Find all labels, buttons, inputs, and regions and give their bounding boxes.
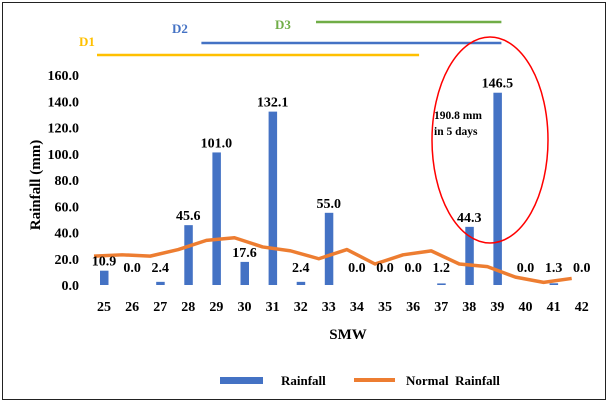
y-axis-label: Rainfall (mm)	[28, 140, 44, 230]
x-tick-label: 35	[378, 300, 392, 315]
x-tick-label: 38	[462, 300, 476, 315]
y-tick-label: 120.0	[48, 122, 80, 137]
y-tick-label: 80.0	[55, 174, 80, 189]
legend-label-rainfall: Rainfall	[281, 373, 326, 388]
x-tick-label: 29	[209, 300, 223, 315]
x-tick-label: 26	[125, 300, 139, 315]
period-label-d2: D2	[172, 21, 188, 36]
x-tick-label: 40	[519, 300, 533, 315]
bar-39	[493, 92, 502, 285]
bar-data-label: 2.4	[292, 261, 310, 276]
x-tick-label: 34	[350, 300, 364, 315]
x-axis-label: SMW	[329, 327, 367, 343]
bar-41	[549, 283, 559, 285]
y-tick-label: 100.0	[48, 148, 80, 163]
bar-38	[465, 226, 474, 285]
bar-data-label: 0.0	[404, 261, 422, 276]
bar-data-label: 0.0	[348, 261, 366, 276]
bar-28	[184, 225, 193, 285]
bar-data-label: 0.0	[123, 261, 141, 276]
bar-29	[212, 152, 221, 285]
bar-32	[296, 281, 306, 285]
y-tick-label: 160.0	[48, 69, 80, 84]
y-tick-label: 40.0	[55, 227, 80, 242]
bar-30	[240, 261, 249, 285]
x-tick-label: 41	[547, 300, 561, 315]
bar-25	[100, 270, 109, 285]
bar-data-label: 44.3	[457, 211, 482, 226]
bar-data-label: 45.6	[176, 209, 201, 224]
x-tick-label: 39	[490, 300, 504, 315]
bar-data-label: 101.0	[201, 136, 233, 151]
annotation-text: in 5 days	[434, 126, 478, 138]
chart-frame	[2, 2, 606, 400]
x-tick-label: 25	[97, 300, 111, 315]
bar-31	[268, 111, 278, 286]
y-tick-label: 0.0	[62, 279, 80, 294]
bar-data-label: 1.2	[432, 261, 450, 276]
y-tick-label: 140.0	[48, 95, 80, 110]
bar-27	[156, 281, 165, 285]
bar-33	[324, 212, 334, 285]
legend-label-normal-rainfall: Normal Rainfall	[406, 373, 500, 388]
bar-data-label: 0.0	[573, 261, 591, 276]
highlight-ellipse	[431, 36, 549, 244]
y-tick-label: 20.0	[55, 253, 80, 268]
bar-data-label: 55.0	[317, 197, 342, 212]
bar-data-label: 132.1	[257, 96, 289, 111]
x-tick-label: 31	[266, 300, 280, 315]
bar-data-label: 2.4	[151, 261, 169, 276]
period-label-d1: D1	[79, 34, 95, 49]
bar-37	[437, 283, 446, 285]
x-tick-label: 30	[238, 300, 252, 315]
x-tick-label: 36	[406, 300, 420, 315]
bar-data-label: 17.6	[232, 246, 257, 261]
x-tick-label: 33	[322, 300, 336, 315]
x-tick-label: 28	[181, 300, 195, 315]
bar-data-label: 10.9	[92, 255, 117, 270]
x-tick-label: 37	[434, 300, 448, 315]
normal-rainfall-line	[93, 236, 572, 285]
x-tick-label: 32	[294, 300, 308, 315]
period-label-d3: D3	[275, 17, 291, 32]
legend-swatch-rainfall	[220, 377, 263, 384]
bar-data-label: 0.0	[376, 261, 394, 276]
x-tick-label: 42	[575, 300, 589, 315]
annotation-text: 190.8 mm	[434, 110, 482, 122]
x-tick-label: 27	[153, 300, 167, 315]
bar-data-label: 146.5	[482, 77, 514, 92]
bar-data-label: 1.3	[545, 261, 563, 276]
y-tick-label: 60.0	[55, 200, 80, 215]
bar-data-label: 0.0	[517, 261, 535, 276]
